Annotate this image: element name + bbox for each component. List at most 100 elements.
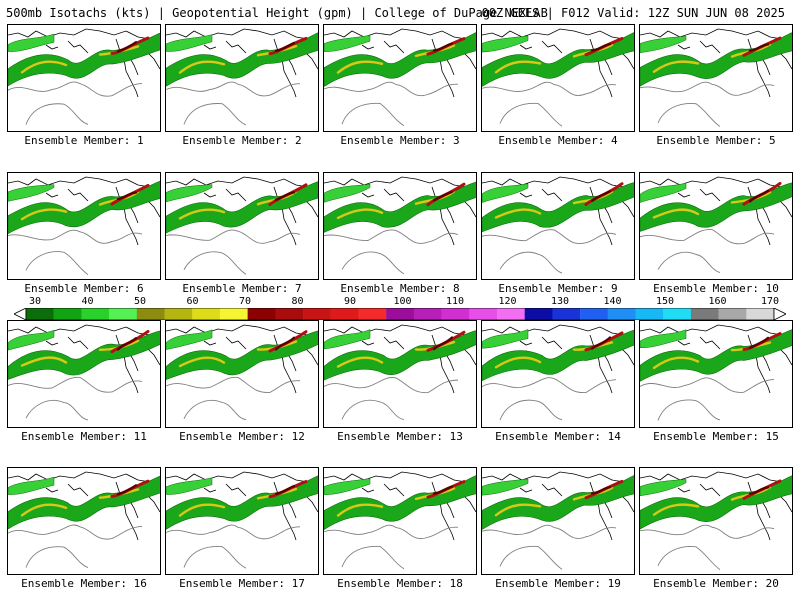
isotach-colorbar: [14, 308, 786, 320]
colorbar-segment: [330, 308, 359, 320]
height-contour: [324, 81, 459, 97]
colorbar-segment: [26, 308, 54, 320]
jet-core: [590, 190, 612, 203]
jet-core: [748, 486, 770, 495]
ensemble-map: [640, 176, 792, 273]
jet-stream-band: [324, 330, 476, 381]
jet-stream-band: [482, 475, 634, 530]
ensemble-member-label: Ensemble Member: 4: [498, 134, 618, 147]
ensemble-member-label: Ensemble Member: 12: [179, 430, 305, 443]
colorbar-tick-label: 90: [343, 296, 357, 307]
jet-stream-branch: [8, 33, 55, 52]
height-contour: [25, 399, 89, 421]
ensemble-member-label: Ensemble Member: 2: [182, 134, 302, 147]
colorbar-segment: [219, 308, 248, 320]
height-contour: [8, 376, 143, 393]
colorbar-left-arrow: [14, 308, 27, 320]
coastline: [640, 28, 792, 98]
ensemble-map: [8, 176, 160, 275]
jet-stream-band: [324, 475, 476, 530]
ensemble-map-panel: [165, 467, 319, 575]
height-contour: [324, 377, 459, 394]
height-contour: [8, 81, 143, 97]
height-contour: [640, 81, 775, 96]
colorbar-segment: [580, 308, 608, 320]
jet-core: [116, 484, 138, 496]
height-contour: [25, 546, 89, 568]
jet-stream-branch: [324, 183, 371, 203]
jet-core: [432, 190, 454, 202]
height-contour: [341, 399, 405, 420]
jet-stream-branch: [166, 34, 213, 52]
height-contour: [341, 251, 405, 275]
colorbar-segment: [275, 308, 304, 320]
colorbar-tick-label: 160: [708, 296, 727, 307]
colorbar-segment: [469, 308, 498, 320]
ensemble-map: [324, 324, 476, 420]
height-contour: [499, 102, 563, 127]
ensemble-member-label: Ensemble Member: 13: [337, 430, 463, 443]
colorbar-tick-label: 150: [655, 296, 675, 307]
jet-stream-branch: [324, 35, 371, 52]
model-run-valid-time: 00Z GEFS | F012 Valid: 12Z SUN JUN 08 20…: [481, 6, 785, 20]
ensemble-member-label: Ensemble Member: 14: [495, 430, 621, 443]
ensemble-map: [640, 324, 792, 421]
jet-core: [116, 191, 138, 201]
coastline: [324, 471, 476, 541]
colorbar-segment: [109, 308, 138, 320]
ensemble-member-label: Ensemble Member: 9: [498, 282, 618, 295]
coastline: [166, 324, 318, 394]
jet-stream-band: [166, 181, 318, 234]
colorbar-segment: [303, 308, 331, 320]
colorbar-segment: [81, 308, 110, 320]
jet-stream-band: [324, 32, 476, 87]
jet-core: [748, 43, 770, 52]
colorbar-tick-label: 120: [498, 296, 517, 307]
coastline: [640, 324, 792, 394]
ensemble-map-panel: [481, 172, 635, 280]
jet-core: [748, 336, 770, 350]
coastline: [166, 28, 318, 98]
colorbar-segment: [635, 308, 664, 320]
ensemble-map-panel: [165, 320, 319, 428]
height-contour: [482, 229, 617, 245]
coastline: [482, 471, 634, 541]
colorbar-segment: [496, 308, 525, 320]
coastline: [324, 176, 476, 246]
ensemble-map-panel: [165, 172, 319, 280]
colorbar-tick-label: 70: [238, 296, 252, 307]
jet-core: [274, 41, 296, 52]
coastline: [8, 28, 160, 98]
colorbar-segment: [441, 308, 470, 320]
jet-core: [590, 43, 612, 52]
ensemble-map-panel: [7, 467, 161, 575]
colorbar-segment: [607, 308, 636, 320]
ensemble-map-panel: [639, 24, 793, 132]
ensemble-map: [324, 28, 476, 127]
jet-stream-band: [166, 330, 318, 380]
jet-core: [748, 189, 770, 203]
height-contour: [341, 102, 405, 127]
jet-core: [116, 337, 138, 351]
ensemble-map: [640, 28, 792, 127]
height-contour: [183, 103, 247, 126]
jet-stream-band: [482, 182, 634, 233]
colorbar-segment: [358, 308, 387, 320]
ensemble-map-panel: [7, 24, 161, 132]
height-contour: [183, 546, 247, 569]
height-contour: [482, 524, 617, 539]
jet-core: [432, 485, 454, 495]
height-contour: [8, 524, 143, 540]
coastline: [8, 324, 160, 394]
coastline: [166, 176, 318, 246]
height-contour: [324, 229, 459, 244]
jet-stream-band: [482, 329, 634, 382]
ensemble-map-panel: [323, 320, 477, 428]
height-contour: [166, 376, 301, 393]
height-contour: [499, 251, 563, 274]
ensemble-map-panel: [7, 320, 161, 428]
height-contour: [8, 229, 143, 244]
jet-stream-branch: [8, 184, 55, 202]
jet-stream-band: [324, 181, 476, 233]
ensemble-map-panel: [481, 24, 635, 132]
